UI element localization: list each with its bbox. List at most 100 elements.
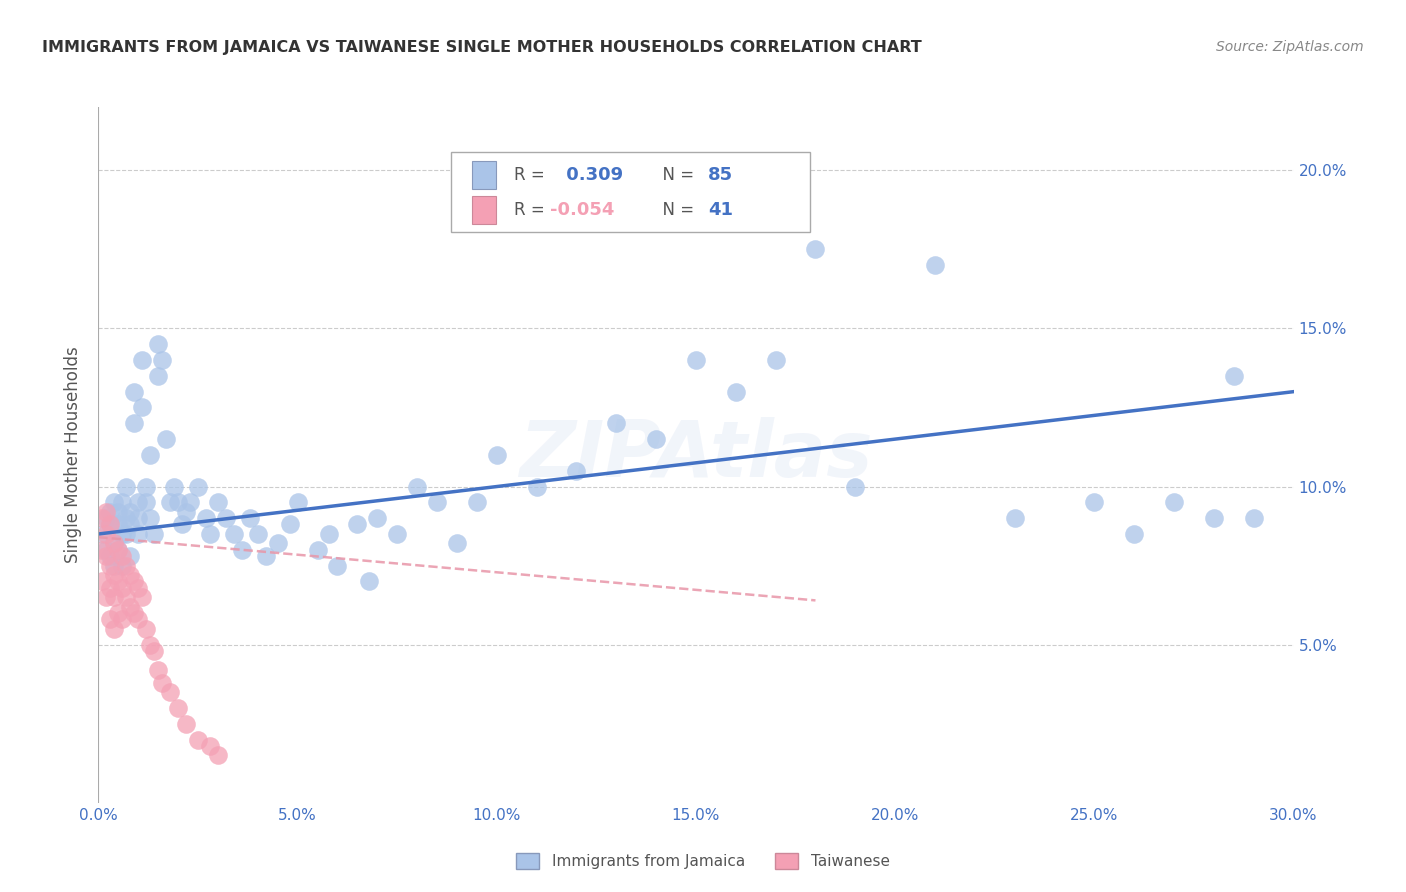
Point (287, 495, 309, 509)
Bar (472, 161, 496, 188)
Point (179, 495, 201, 509)
Text: N =: N = (652, 201, 699, 219)
Point (804, 243, 827, 257)
Point (465, 495, 488, 509)
Point (174, 505, 197, 519)
Point (565, 464, 588, 478)
Point (307, 542, 329, 557)
Point (231, 542, 253, 557)
Point (844, 479, 866, 493)
Point (103, 568, 125, 582)
Point (318, 527, 340, 541)
Point (159, 685, 181, 699)
Point (187, 479, 209, 493)
Point (150, 353, 173, 368)
Y-axis label: Single Mother Households: Single Mother Households (65, 347, 83, 563)
Point (207, 748, 229, 763)
Point (96, 542, 118, 557)
Point (127, 511, 149, 525)
Point (96, 527, 118, 541)
Point (91, 511, 114, 525)
Point (406, 479, 429, 493)
Text: R =: R = (515, 201, 550, 219)
Point (172, 517, 194, 532)
Point (198, 527, 221, 541)
Point (96, 505, 118, 519)
Point (1243, 511, 1265, 525)
Point (98, 581, 122, 595)
Point (111, 549, 134, 563)
Point (346, 517, 368, 532)
Point (107, 542, 129, 557)
Text: N =: N = (652, 166, 699, 184)
Point (1004, 511, 1026, 525)
Point (1202, 511, 1225, 525)
Point (215, 511, 238, 525)
Point (120, 505, 142, 519)
Point (254, 549, 277, 563)
Point (187, 732, 209, 747)
Point (366, 511, 388, 525)
Point (135, 622, 157, 636)
Point (139, 511, 162, 525)
Point (98, 549, 122, 563)
Text: 41: 41 (709, 201, 733, 219)
Point (1223, 368, 1246, 383)
Point (326, 558, 349, 573)
Point (91, 574, 114, 589)
Point (120, 517, 142, 532)
Point (103, 536, 125, 550)
Legend: Immigrants from Jamaica, Taiwanese: Immigrants from Jamaica, Taiwanese (510, 847, 896, 875)
Point (111, 558, 134, 573)
Point (167, 701, 190, 715)
Point (385, 527, 409, 541)
Point (115, 558, 138, 573)
Point (131, 401, 153, 415)
Point (107, 606, 129, 620)
Point (645, 432, 668, 446)
Point (526, 479, 548, 493)
Point (222, 527, 245, 541)
Point (485, 448, 508, 462)
Point (167, 495, 190, 509)
Text: 0.309: 0.309 (560, 166, 623, 184)
Point (127, 581, 149, 595)
Point (605, 417, 627, 431)
Point (98, 505, 122, 519)
Point (103, 622, 125, 636)
Point (91, 542, 114, 557)
Point (103, 536, 125, 550)
Text: ZIPAtlas: ZIPAtlas (519, 417, 873, 493)
Point (1083, 495, 1105, 509)
Text: IMMIGRANTS FROM JAMAICA VS TAIWANESE SINGLE MOTHER HOUSEHOLDS CORRELATION CHART: IMMIGRANTS FROM JAMAICA VS TAIWANESE SIN… (42, 40, 922, 55)
Point (131, 591, 153, 605)
Point (135, 495, 157, 509)
Point (127, 495, 149, 509)
Point (107, 542, 129, 557)
Point (159, 495, 181, 509)
Point (98, 558, 122, 573)
Text: R =: R = (515, 166, 550, 184)
Point (103, 591, 125, 605)
Point (207, 495, 229, 509)
Point (115, 479, 138, 493)
Point (111, 495, 134, 509)
Point (148, 337, 170, 351)
Text: 85: 85 (709, 166, 733, 184)
Point (446, 536, 468, 550)
Point (124, 606, 146, 620)
Point (924, 258, 946, 272)
Point (148, 368, 170, 383)
Point (135, 479, 157, 493)
Point (127, 612, 149, 626)
Text: Source: ZipAtlas.com: Source: ZipAtlas.com (1216, 40, 1364, 54)
Point (198, 739, 221, 753)
Point (359, 574, 381, 589)
Point (131, 353, 153, 368)
Point (103, 558, 125, 573)
Point (143, 644, 166, 658)
Point (143, 527, 166, 541)
Point (246, 527, 269, 541)
Point (139, 448, 162, 462)
Point (120, 549, 142, 563)
